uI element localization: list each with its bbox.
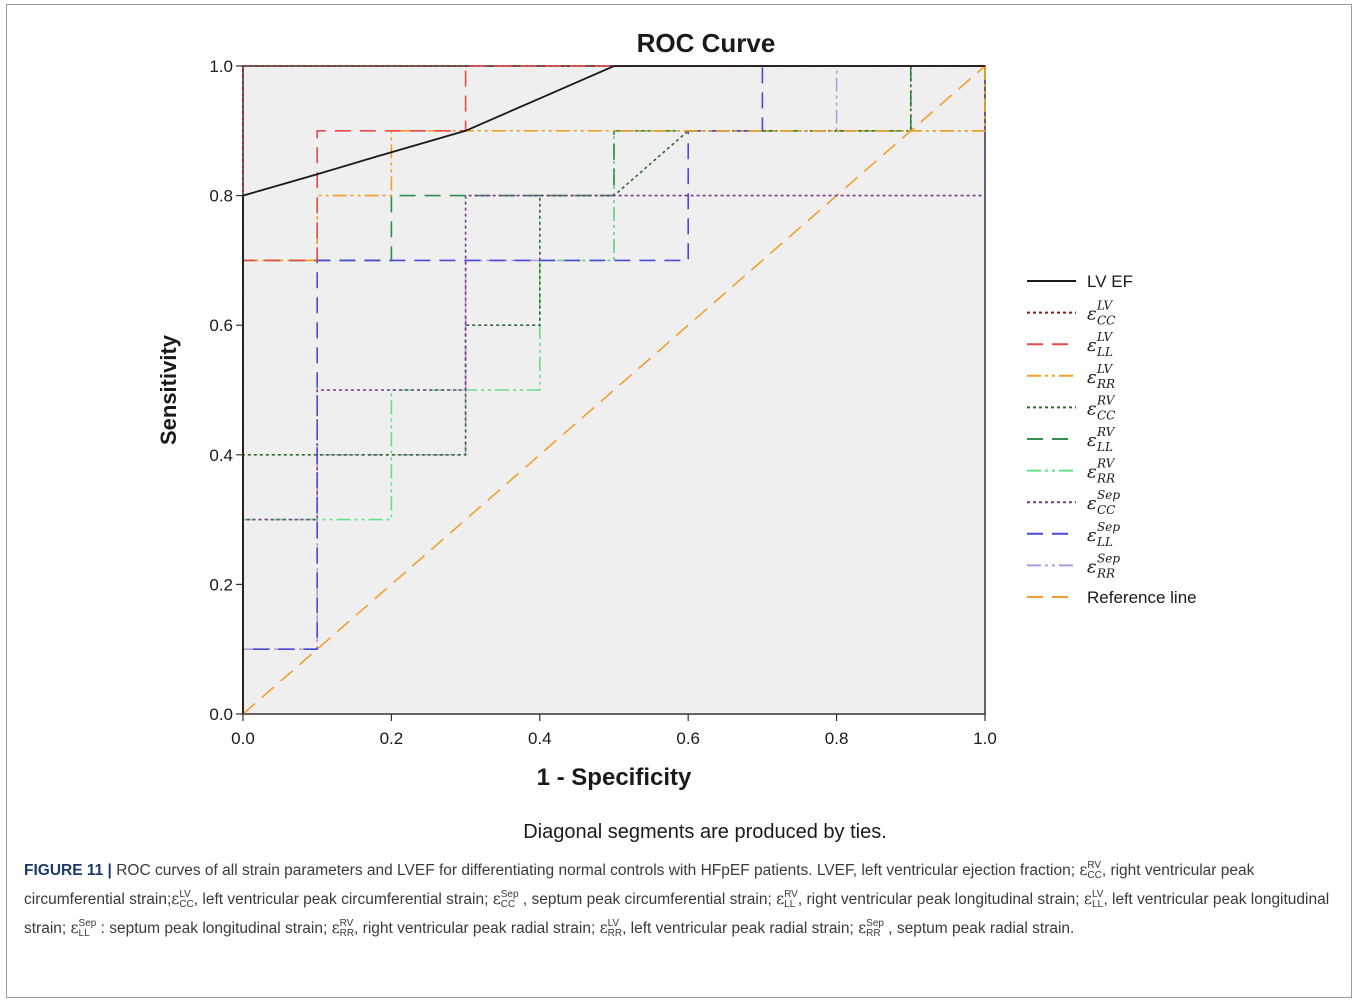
y-tick-label: 0.2 [209, 575, 233, 594]
svg-text:Sep: Sep [1097, 520, 1120, 534]
svg-text:ε: ε [1087, 367, 1097, 388]
svg-text:ε: ε [1087, 398, 1097, 419]
svg-text:ε: ε [1087, 430, 1097, 451]
svg-text:CC: CC [1097, 314, 1115, 328]
series-line-lvef [242, 65, 985, 714]
epsilon-symbol: ε [1083, 890, 1092, 908]
epsilon-symbol: ε [1079, 861, 1088, 879]
roc-chart: 0.0 0.0 0.2 0.2 0.4 0.4 0.6 0.6 0.8 0.8 1.0 1.0 ROC… [156, 28, 1197, 843]
ties-note: Diagonal segments are produced by ties. [523, 821, 887, 843]
svg-text:ε: ε [1087, 525, 1097, 546]
svg-text:ε: ε [1087, 493, 1097, 514]
svg-text:RR: RR [1096, 472, 1115, 486]
svg-text:Sep: Sep [1097, 551, 1120, 565]
svg-text:RR: RR [1096, 377, 1115, 391]
y-tick-label: 0.4 [209, 446, 233, 465]
epsilon-symbol: ε [776, 890, 785, 908]
svg-text:LV: LV [1096, 299, 1114, 313]
epsilon-symbol: ε [492, 890, 501, 908]
svg-text:ε: ε [1087, 304, 1097, 325]
epsilon-symbol: ε [70, 919, 79, 937]
y-tick-label: 0.0 [209, 705, 233, 724]
epsilon-symbol: ε [171, 890, 180, 908]
svg-text:LV: LV [1096, 362, 1114, 376]
y-axis-label: Sensitivity [156, 334, 181, 445]
svg-text:LV: LV [1096, 330, 1114, 344]
svg-text:LL: LL [1096, 345, 1113, 359]
svg-text:LL: LL [1096, 535, 1113, 549]
svg-text:LL: LL [1096, 440, 1113, 454]
y-tick-label: 0.8 [209, 187, 233, 206]
svg-text:RV: RV [1096, 457, 1116, 471]
svg-text:ε: ε [1087, 335, 1097, 356]
svg-text:ε: ε [1087, 556, 1097, 577]
x-tick-label: 0.4 [528, 729, 552, 748]
x-tick-label: 1.0 [973, 729, 997, 748]
svg-text:RV: RV [1096, 425, 1116, 439]
y-tick-label: 0.6 [209, 316, 233, 335]
svg-text:CC: CC [1097, 408, 1115, 422]
epsilon-symbol: ε [331, 919, 340, 937]
legend-label-ref: Reference line [1087, 588, 1197, 607]
series-line-rr-lv [242, 66, 986, 714]
svg-text:Sep: Sep [1097, 488, 1120, 502]
x-tick-label: 0.2 [380, 729, 404, 748]
series-line-cc-sep [242, 66, 986, 714]
figure-caption: FIGURE 11 | ROC curves of all strain par… [24, 856, 1340, 943]
svg-text:CC: CC [1097, 503, 1115, 517]
x-axis-label: 1 - Specificity [537, 764, 692, 791]
series-line-ref [242, 65, 986, 715]
series-layer [242, 65, 986, 715]
svg-text:RV: RV [1096, 393, 1116, 407]
svg-text:ε: ε [1087, 462, 1097, 483]
figure-label: FIGURE 11 | [24, 862, 112, 879]
y-tick-label: 1.0 [209, 57, 233, 76]
chart-title: ROC Curve [637, 28, 776, 58]
epsilon-symbol: ε [599, 919, 608, 937]
epsilon-symbol: ε [858, 919, 867, 937]
legend-label-lvef: LV EF [1087, 272, 1133, 291]
x-tick-label: 0.6 [676, 729, 700, 748]
svg-text:RR: RR [1096, 566, 1115, 580]
caption-text: ROC curves of all strain parameters and … [24, 859, 1330, 939]
x-tick-label: 0.0 [231, 729, 255, 748]
series-line-ll-sep [242, 65, 985, 714]
axes-layer: 0.0 0.0 0.2 0.2 0.4 0.4 0.6 0.6 0.8 0.8 1.0 1.0 [209, 57, 996, 748]
x-tick-label: 0.8 [825, 729, 849, 748]
